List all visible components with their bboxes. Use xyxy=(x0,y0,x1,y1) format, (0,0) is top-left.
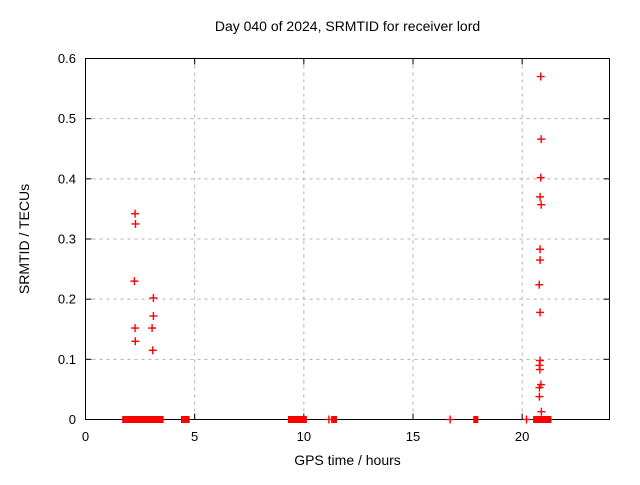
y-tick-label: 0.2 xyxy=(58,292,76,307)
y-tick-label: 0.4 xyxy=(58,171,76,186)
y-tick-label: 0.3 xyxy=(58,232,76,247)
x-tick-label: 0 xyxy=(82,429,89,444)
zero-value-run xyxy=(533,416,552,423)
x-tick-label: 20 xyxy=(515,429,529,444)
x-tick-label: 15 xyxy=(406,429,420,444)
chart-title: Day 040 of 2024, SRMTID for receiver lor… xyxy=(214,18,481,34)
zero-value-run xyxy=(122,416,164,423)
y-tick-label: 0.1 xyxy=(58,352,76,367)
zero-value-run xyxy=(331,416,338,423)
x-tick-label: 10 xyxy=(297,429,311,444)
x-axis-label: GPS time / hours xyxy=(294,452,401,468)
zero-value-run xyxy=(287,416,307,423)
zero-value-run xyxy=(180,416,190,423)
y-tick-label: 0.6 xyxy=(58,51,76,66)
y-axis-label: SRMTID / TECUs xyxy=(16,183,32,295)
y-tick-label: 0.5 xyxy=(58,111,76,126)
y-tick-label: 0 xyxy=(69,412,76,427)
zero-value-run xyxy=(473,416,479,423)
x-tick-label: 5 xyxy=(191,429,198,444)
